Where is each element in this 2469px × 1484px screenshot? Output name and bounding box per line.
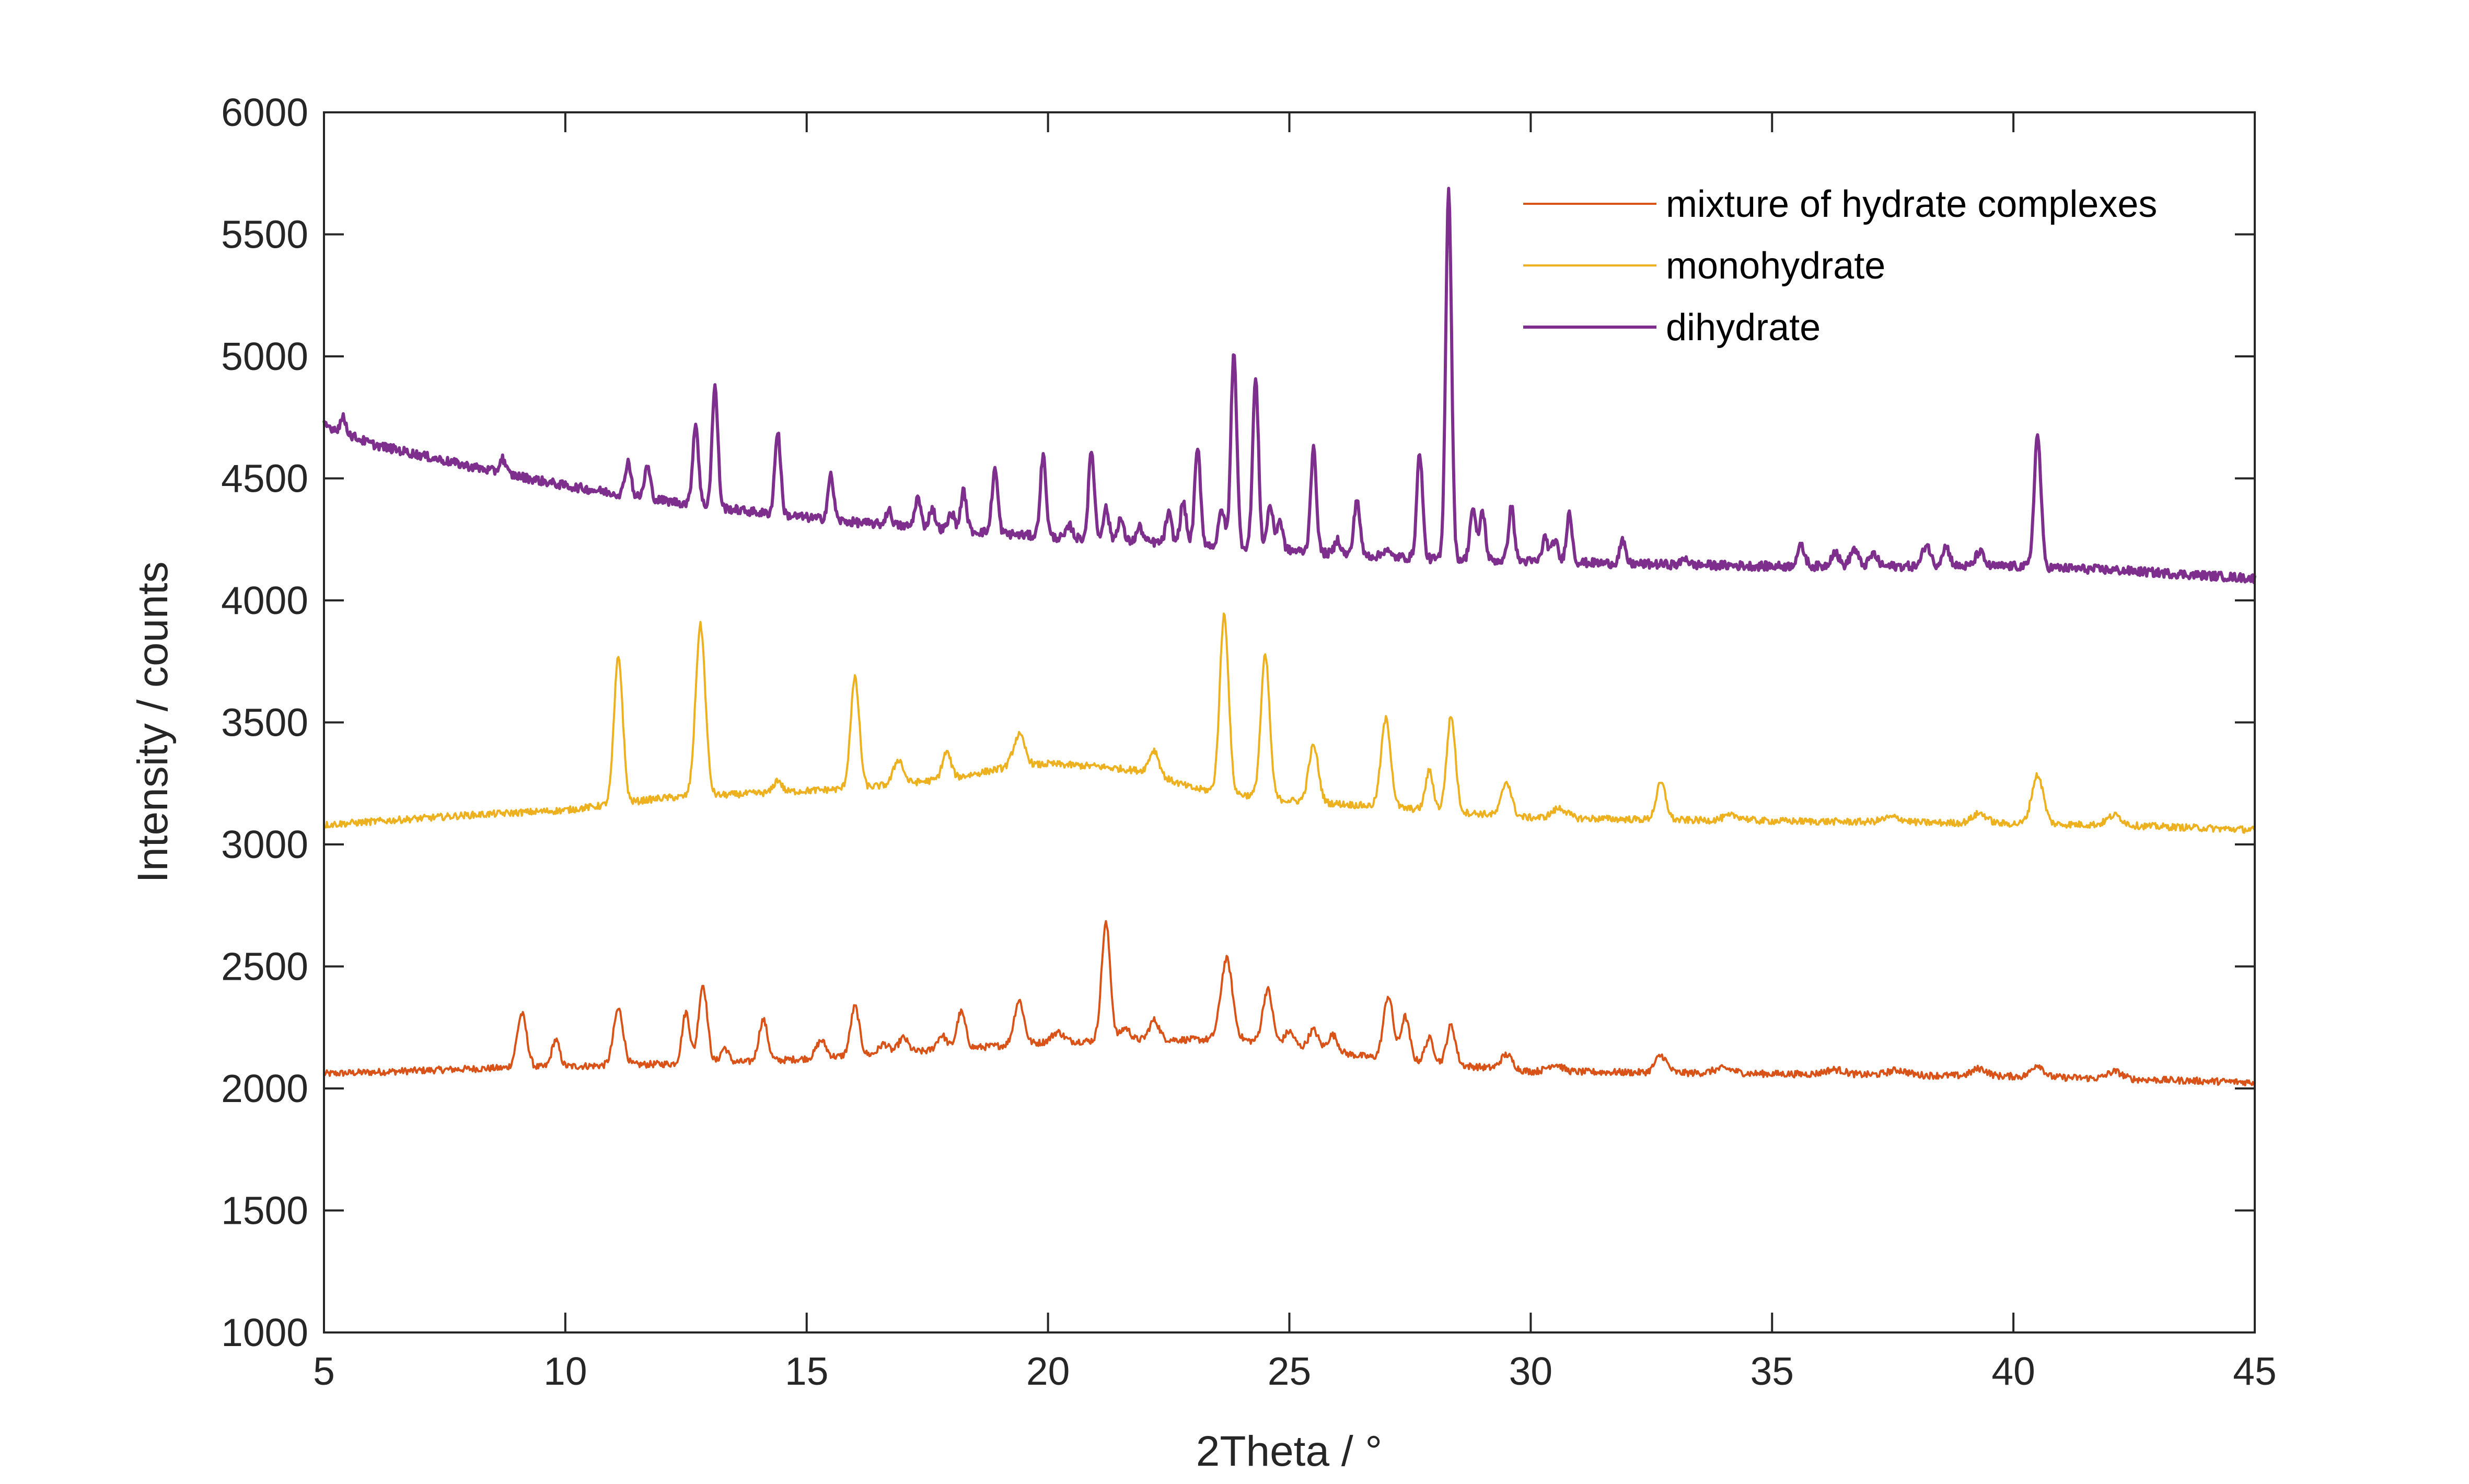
x-tick-label: 40 xyxy=(1991,1349,2035,1393)
y-tick-label: 6000 xyxy=(221,90,308,134)
series-line-1 xyxy=(323,920,2256,1087)
x-tick-label: 10 xyxy=(543,1349,587,1393)
y-tick-label: 4500 xyxy=(221,457,308,501)
x-tick-label: 45 xyxy=(2233,1349,2276,1393)
y-tick-label: 4000 xyxy=(221,578,308,622)
y-tick-label: 1500 xyxy=(221,1189,308,1233)
x-axis-label: 2Theta / ° xyxy=(1196,1428,1382,1475)
x-tick-label: 30 xyxy=(1509,1349,1552,1393)
y-tick-label: 2500 xyxy=(221,945,308,989)
series-line-3 xyxy=(322,187,2256,584)
legend-label-3: dihydrate xyxy=(1666,307,1821,349)
y-tick-label: 1000 xyxy=(221,1311,308,1354)
plot-background xyxy=(324,112,2255,1332)
y-tick-label: 5000 xyxy=(221,334,308,378)
x-tick-label: 35 xyxy=(1751,1349,1794,1393)
x-tick-label: 25 xyxy=(1268,1349,1311,1393)
x-tick-label: 5 xyxy=(313,1349,335,1393)
x-tick-label: 20 xyxy=(1026,1349,1070,1393)
x-tick-label: 15 xyxy=(785,1349,828,1393)
series-layer xyxy=(322,187,2256,1087)
series-line-2 xyxy=(323,612,2256,834)
y-axis-label: Intensity / counts xyxy=(129,561,177,883)
legend-label-1: mixture of hydrate complexes xyxy=(1666,183,2157,225)
ticks-layer xyxy=(323,111,2256,1334)
y-tick-label: 2000 xyxy=(221,1066,308,1110)
y-tick-label: 3000 xyxy=(221,822,308,866)
tick-labels-layer: 5 10 15 20 25 30 35 40 45 1000 1500 2000 2500 3000 350… xyxy=(221,90,2277,1393)
y-tick-label: 5500 xyxy=(221,213,308,257)
y-tick-label: 3500 xyxy=(221,701,308,745)
legend-label-2: monohydrate xyxy=(1666,245,1885,287)
legend: mixture of hydrate complexes monohydrate d… xyxy=(1523,183,2157,349)
